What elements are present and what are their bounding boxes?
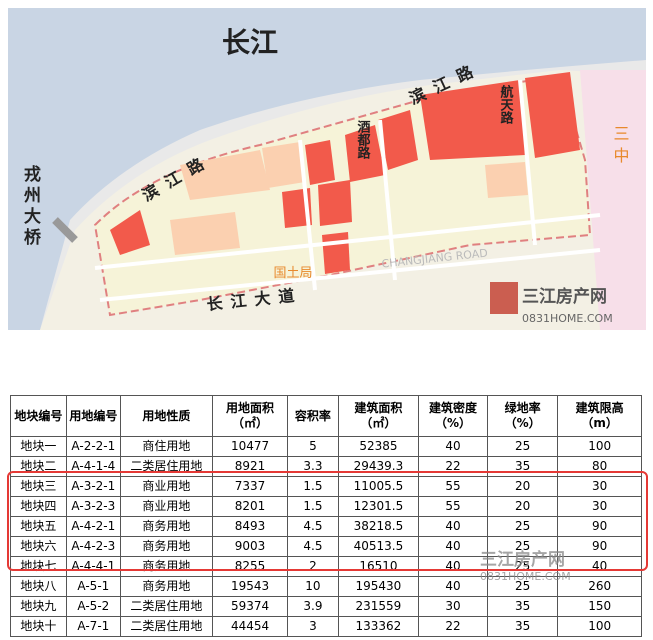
table-cell: 地块十: [10, 616, 67, 637]
table-row: 地块十 A-7-1 二类居住用地 44454 3 133362 22 35 100: [10, 616, 642, 637]
table-cell: 19543: [211, 576, 289, 597]
table-cell: 40: [418, 576, 488, 597]
bridge: [52, 217, 78, 243]
table-cell: 二类居住用地: [119, 616, 213, 637]
table-cell: 100: [557, 436, 642, 457]
table-cell: 25: [486, 536, 559, 557]
table-cell: 商务用地: [119, 536, 213, 557]
header-cell: 建筑密度（%）: [418, 395, 488, 437]
table-cell: 商务用地: [119, 516, 213, 537]
table-cell: 商务用地: [119, 576, 213, 597]
table-cell: 5: [287, 436, 339, 457]
watermark: 0831HOME.COM: [522, 312, 613, 325]
table-cell: A-4-2-3: [65, 536, 121, 557]
table-cell: 55: [418, 496, 488, 517]
table-row: 地块四 A-3-2-3 商业用地 8201 1.5 12301.5 55 20 30: [10, 496, 642, 517]
table-cell: A-7-1: [65, 616, 121, 637]
table-cell: 231559: [337, 596, 420, 617]
table-cell: A-5-2: [65, 596, 121, 617]
map: 长江 戎州大桥 滨江路 滨江路 酒都路 航天路 三中 国土局 长江大道 CHAN…: [8, 8, 646, 330]
table-cell: 3.9: [287, 596, 339, 617]
road-label: 航天路: [498, 84, 514, 124]
table-cell: 12301.5: [337, 496, 420, 517]
table-cell: 商业用地: [119, 476, 213, 497]
table-cell: 44454: [211, 616, 289, 637]
table-cell: 1.5: [287, 476, 339, 497]
header-cell: 容积率: [287, 395, 339, 437]
table-cell: 10477: [211, 436, 289, 457]
table-cell: 地块一: [10, 436, 67, 457]
road-label: 酒都路: [355, 120, 372, 159]
table-cell: 8201: [211, 496, 289, 517]
table-cell: 10: [287, 576, 339, 597]
river: [8, 8, 646, 330]
table-cell: 52385: [337, 436, 420, 457]
bridge-label: 戎州大桥: [20, 164, 42, 249]
table-cell: 二类居住用地: [119, 596, 213, 617]
table-row: 地块六 A-4-2-3 商务用地 9003 4.5 40513.5 40 25 90: [10, 536, 642, 557]
table-cell: A-3-2-3: [65, 496, 121, 517]
table-cell: 150: [557, 596, 642, 617]
table-cell: 22: [418, 616, 488, 637]
table-cell: 地块八: [10, 576, 67, 597]
header-cell: 用地编号: [65, 395, 121, 437]
red-blocks: [110, 72, 580, 274]
table-cell: 35: [486, 596, 559, 617]
header-cell: 建筑面积（㎡）: [337, 395, 420, 437]
table-cell: 195430: [337, 576, 420, 597]
table-cell: 25: [486, 516, 559, 537]
header-cell: 建筑限高（m）: [557, 395, 642, 437]
table-cell: 35: [486, 616, 559, 637]
table-cell: 3: [287, 616, 339, 637]
header-cell: 用地面积（㎡）: [211, 395, 289, 437]
table-cell: A-5-1: [65, 576, 121, 597]
table-cell: 7337: [211, 476, 289, 497]
school-zone: [580, 70, 646, 330]
watermark-logo: [490, 282, 518, 314]
orange-blocks: [170, 142, 528, 255]
watermark: 三江房产网 0831HOME.COM: [480, 545, 571, 583]
header-cell: 地块编号: [10, 395, 67, 437]
watermark-name: 三江房产网: [480, 550, 565, 570]
table-cell: 59374: [211, 596, 289, 617]
table-cell: 40: [418, 436, 488, 457]
table-row: 地块一 A-2-2-1 商住用地 10477 5 52385 40 25 100: [10, 436, 642, 457]
table-cell: 商住用地: [119, 436, 213, 457]
table-cell: 100: [557, 616, 642, 637]
header-cell: 绿地率（%）: [486, 395, 559, 437]
table-cell: 地块三: [10, 476, 67, 497]
table-cell: 25: [486, 436, 559, 457]
table-cell: 25: [486, 576, 559, 597]
table-row: 地块八 A-5-1 商务用地 19543 10 195430 40 25 260: [10, 576, 642, 597]
table-cell: A-4-2-1: [65, 516, 121, 537]
header-row: 地块编号 用地编号 用地性质 用地面积（㎡） 容积率 建筑面积（㎡） 建筑密度（%） 绿地率（…: [10, 395, 642, 437]
watermark: 三江房产网: [522, 286, 607, 307]
table-cell: 38218.5: [337, 516, 420, 537]
bureau-label: 国土局: [273, 266, 312, 281]
highlight-box: [7, 471, 648, 571]
table-cell: A-2-2-1: [65, 436, 121, 457]
table-row: 地块三 A-3-2-1 商业用地 7337 1.5 11005.5 55 20 30: [10, 476, 642, 497]
river-label: 长江: [222, 26, 278, 59]
table-cell: 1.5: [287, 496, 339, 517]
table-row: 地块九 A-5-2 二类居住用地 59374 3.9 231559 30 35 150: [10, 596, 642, 617]
roads: [94, 79, 601, 302]
header-cell: 用地性质: [119, 395, 213, 437]
table-cell: 地块九: [10, 596, 67, 617]
school-label: 三中: [611, 125, 630, 169]
data-table: 地块编号 用地编号 用地性质 用地面积（㎡） 容积率 建筑面积（㎡） 建筑密度（%） 绿地率（…: [10, 395, 642, 637]
watermark-site: 0831HOME.COM: [480, 570, 571, 583]
table-cell: 30: [418, 596, 488, 617]
table-row: 地块五 A-4-2-1 商务用地 8493 4.5 38218.5 40 25 90: [10, 516, 642, 537]
table-cell: 133362: [337, 616, 420, 637]
